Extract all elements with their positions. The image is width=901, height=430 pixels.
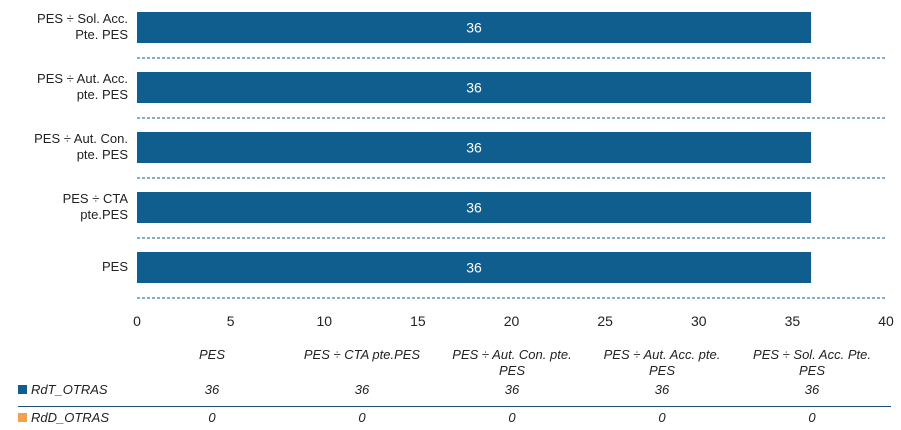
x-tick-label: 10 — [316, 313, 332, 329]
x-tick-label: 25 — [597, 313, 613, 329]
x-tick-label: 20 — [504, 313, 520, 329]
table-cell: 0 — [808, 410, 816, 425]
x-tick-label: 15 — [410, 313, 426, 329]
table-cell: 0 — [508, 410, 516, 425]
table-cell: 36 — [654, 382, 670, 397]
table-column-header: PES ÷ Aut. Acc. pte. PES — [582, 347, 742, 379]
bar — [137, 12, 812, 43]
category-label-line: PES ÷ Sol. Acc. — [37, 10, 128, 26]
category-label: PES ÷ Sol. Acc. Pte. PES — [0, 11, 128, 43]
bar-chart: 36 36 36 36 36 0 5 10 15 20 25 30 35 40 — [133, 12, 894, 329]
table-cell: 0 — [358, 410, 366, 425]
legend-swatch — [18, 413, 27, 422]
table-column-header-line: PES ÷ CTA pte.PES — [303, 347, 421, 362]
table-cell: 36 — [504, 382, 520, 397]
category-label-line: pte.PES — [80, 206, 128, 222]
x-tick-label: 0 — [133, 313, 141, 329]
category-label: PES ÷ Aut. Acc. pte. PES — [0, 71, 128, 103]
table-row-label: RdD_OTRAS — [18, 410, 109, 425]
bar — [137, 252, 812, 283]
x-tick-label: 30 — [691, 313, 707, 329]
category-label-line: PES ÷ CTA — [62, 190, 128, 206]
table-column-header-line: PES ÷ Aut. Con. pte. — [452, 347, 572, 362]
x-tick-label: 5 — [227, 313, 235, 329]
table-cell: 0 — [208, 410, 216, 425]
x-tick-label: 35 — [785, 313, 801, 329]
bar-value-label: 36 — [466, 140, 482, 156]
table-column-header: PES ÷ CTA pte.PES — [282, 347, 442, 363]
table-column-header: PES — [132, 347, 292, 363]
data-table: PES PES ÷ CTA pte.PES PES ÷ Aut. Con. pte.… — [0, 336, 901, 430]
table-row-label: RdT_OTRAS — [18, 382, 108, 397]
table-column-header-line: PES ÷ Aut. Acc. pte. — [603, 347, 721, 362]
table-cell: 36 — [204, 382, 220, 397]
category-label: PES — [0, 259, 128, 275]
category-label-line: pte. PES — [76, 86, 128, 102]
category-label-line: PES ÷ Aut. Acc. — [37, 70, 128, 86]
table-divider — [18, 406, 891, 407]
bar — [137, 72, 812, 103]
bar-value-label: 36 — [466, 80, 482, 96]
table-column-header-line: PES — [798, 363, 825, 378]
category-label-line: pte. PES — [76, 146, 128, 162]
category-label: PES ÷ CTA pte.PES — [0, 191, 128, 223]
table-column-header-line: PES — [498, 363, 525, 378]
table-cell: 36 — [804, 382, 820, 397]
table-column-header: PES ÷ Aut. Con. pte. PES — [432, 347, 592, 379]
x-tick-label: 40 — [878, 313, 894, 329]
category-label-line: Pte. PES — [75, 26, 128, 42]
category-label-line: PES — [101, 258, 128, 274]
legend-swatch — [18, 385, 27, 394]
table-column-header: PES ÷ Sol. Acc. Pte. PES — [732, 347, 892, 379]
table-column-header-line: PES ÷ Sol. Acc. Pte. — [753, 347, 871, 362]
category-label: PES ÷ Aut. Con. pte. PES — [0, 131, 128, 163]
bar-value-label: 36 — [466, 20, 482, 36]
table-row-label-text: RdT_OTRAS — [31, 382, 108, 397]
table-cell: 0 — [658, 410, 666, 425]
bar-value-label: 36 — [466, 260, 482, 276]
bar — [137, 192, 812, 223]
table-column-header-line: PES — [198, 347, 225, 362]
bar-value-label: 36 — [466, 200, 482, 216]
table-cell: 36 — [354, 382, 370, 397]
table-row-label-text: RdD_OTRAS — [31, 410, 110, 425]
category-label-line: PES ÷ Aut. Con. — [34, 130, 128, 146]
bar — [137, 132, 812, 163]
table-column-header-line: PES — [648, 363, 675, 378]
